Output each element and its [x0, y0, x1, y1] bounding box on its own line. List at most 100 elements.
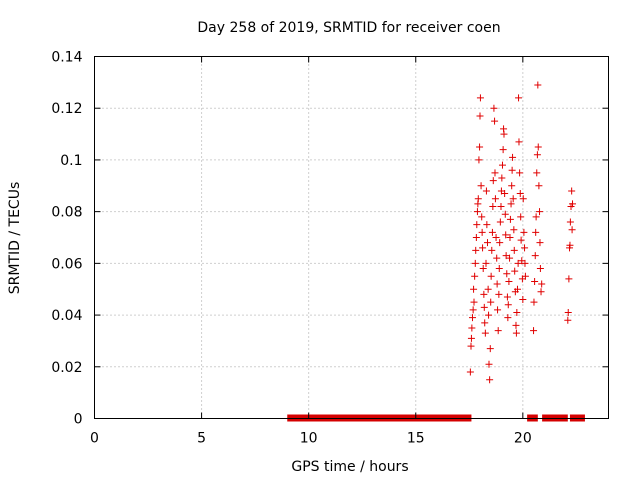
- data-point: [483, 239, 491, 247]
- data-point: [503, 270, 511, 278]
- data-point: [495, 290, 503, 298]
- data-point: [498, 174, 506, 182]
- data-point: [482, 259, 490, 267]
- y-tick-label: 0.02: [51, 360, 82, 376]
- data-point: [489, 202, 497, 210]
- data-point: [467, 342, 475, 350]
- data-point: [515, 94, 523, 102]
- data-point: [519, 296, 527, 304]
- data-point: [510, 226, 518, 234]
- data-point: [530, 298, 538, 306]
- y-tick-label: 0: [74, 412, 83, 428]
- data-point: [476, 112, 484, 120]
- data-point: [496, 239, 504, 247]
- y-axis-label: SRMTID / TECUs: [7, 182, 23, 295]
- data-point: [488, 228, 496, 236]
- chart-title: Day 258 of 2019, SRMTID for receiver coe…: [197, 20, 500, 36]
- data-point: [479, 265, 487, 273]
- data-point: [499, 146, 507, 154]
- data-point: [489, 177, 497, 185]
- data-point: [475, 156, 483, 164]
- data-point: [493, 254, 501, 262]
- data-point: [512, 321, 520, 329]
- data-point: [536, 239, 544, 247]
- data-point: [521, 244, 529, 252]
- data-point: [468, 324, 476, 332]
- y-tick-label: 0.04: [51, 308, 82, 324]
- data-point: [568, 187, 576, 195]
- data-point: [568, 226, 576, 234]
- data-point: [473, 221, 481, 229]
- data-point: [533, 169, 541, 177]
- data-point: [487, 298, 495, 306]
- y-axis-ticks: 0 0.02 0.04 0.06 0.08 0.1 0.12 0.14: [51, 50, 609, 428]
- y-tick-label: 0.1: [60, 153, 82, 169]
- data-point: [530, 327, 538, 335]
- data-point: [537, 288, 545, 296]
- data-point: [494, 306, 502, 314]
- data-point: [481, 319, 489, 327]
- data-point: [517, 213, 525, 221]
- data-point: [509, 195, 517, 203]
- data-point: [478, 228, 486, 236]
- data-point: [471, 259, 479, 267]
- data-point: [497, 202, 505, 210]
- data-point: [569, 200, 577, 208]
- data-point: [474, 195, 482, 203]
- data-point: [480, 303, 488, 311]
- data-point: [469, 314, 477, 322]
- data-point: [520, 228, 528, 236]
- data-point: [501, 190, 509, 198]
- data-point: [469, 306, 477, 314]
- x-axis-ticks: 0 5 10 15 20: [90, 56, 532, 447]
- data-point: [470, 285, 478, 293]
- data-point: [478, 213, 486, 221]
- x-tick-label: 10: [300, 431, 318, 447]
- data-point: [566, 241, 574, 249]
- data-point: [516, 169, 524, 177]
- data-point: [508, 182, 516, 190]
- data-point: [535, 182, 543, 190]
- x-tick-label: 15: [407, 431, 425, 447]
- data-point: [564, 316, 572, 324]
- data-point: [486, 376, 494, 384]
- data-point: [482, 187, 490, 195]
- data-point: [484, 285, 492, 293]
- data-point: [531, 252, 539, 260]
- data-point: [476, 94, 484, 102]
- x-tick-label: 5: [197, 431, 206, 447]
- x-tick-label: 0: [90, 431, 99, 447]
- data-point: [508, 166, 516, 174]
- data-point: [517, 236, 525, 244]
- data-point: [473, 208, 481, 216]
- data-point: [538, 280, 546, 288]
- y-tick-label: 0.14: [51, 50, 82, 66]
- data-point: [532, 213, 540, 221]
- data-point: [471, 272, 479, 280]
- data-point: [521, 259, 529, 267]
- data-point: [511, 267, 519, 275]
- data-point: [483, 221, 491, 229]
- data-point: [466, 368, 474, 376]
- data-point: [510, 246, 518, 254]
- data-point: [477, 182, 485, 190]
- data-point: [516, 190, 524, 198]
- y-tick-label: 0.06: [51, 256, 82, 272]
- y-tick-label: 0.08: [51, 205, 82, 221]
- data-point: [534, 143, 542, 151]
- data-point: [491, 117, 499, 125]
- data-point: [495, 265, 503, 273]
- data-point: [536, 208, 544, 216]
- data-point: [564, 308, 572, 316]
- data-point: [490, 104, 498, 112]
- data-point: [505, 277, 513, 285]
- plot-frame: [94, 56, 609, 419]
- data-point: [531, 277, 539, 285]
- data-point: [487, 272, 495, 280]
- data-point: [532, 228, 540, 236]
- data-point: [506, 254, 514, 262]
- data-point: [493, 280, 501, 288]
- data-point: [500, 130, 508, 138]
- data-point: [498, 161, 506, 169]
- grid-lines: [94, 56, 609, 419]
